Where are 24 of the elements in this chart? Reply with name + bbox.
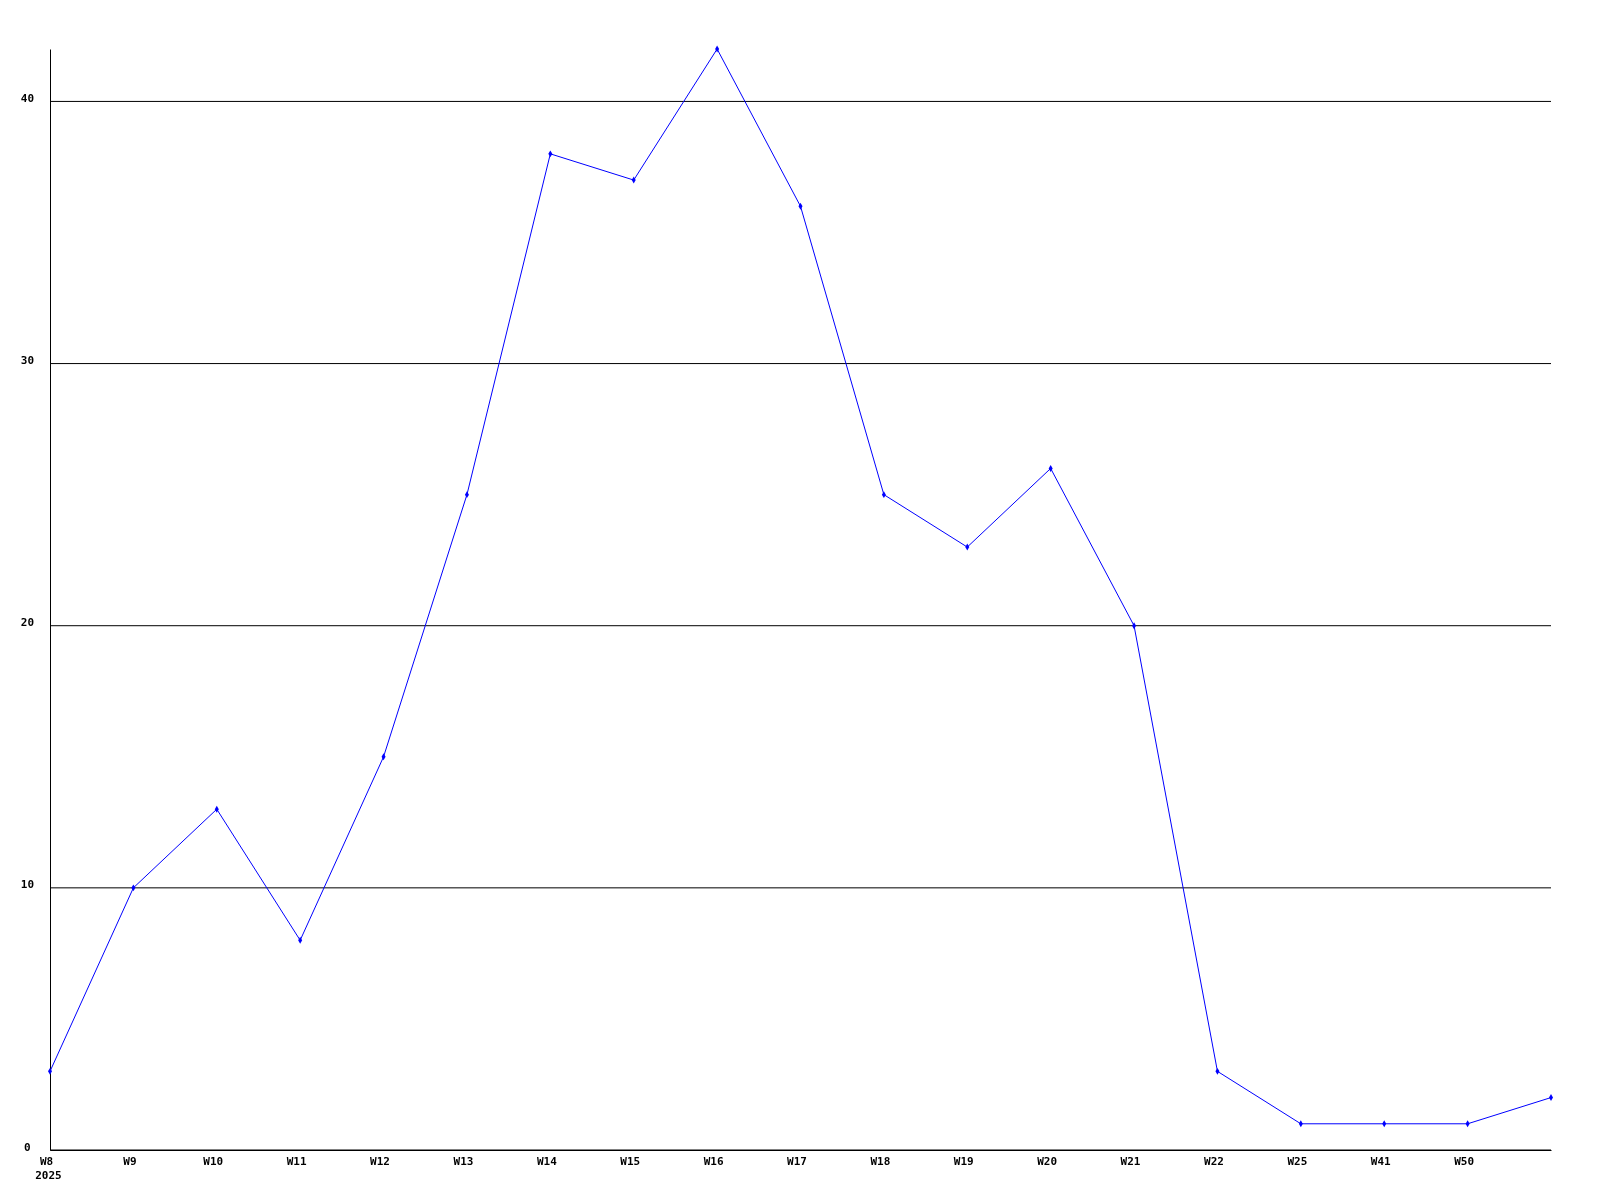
x-tick-label: W14: [536, 1155, 558, 1168]
x-tick-label: W25: [1287, 1155, 1308, 1168]
x-tick-label: W22: [1204, 1155, 1224, 1168]
x-tick-label: W16: [703, 1155, 724, 1168]
x-tick-label: W10: [203, 1155, 224, 1168]
y-tick-label: 20: [20, 616, 35, 630]
x-tick-label: W9: [123, 1155, 137, 1168]
x-tick-label: W8 2025: [35, 1155, 62, 1182]
x-tick-label: W19: [953, 1155, 974, 1168]
x-tick-label: W50: [1454, 1155, 1475, 1168]
x-tick-label: W17: [787, 1155, 807, 1168]
x-tick-label: W20: [1037, 1155, 1058, 1168]
point: [47, 1067, 53, 1075]
y-tick-label: 10: [20, 878, 35, 892]
x-tick-label: W41: [1370, 1155, 1392, 1168]
y-tick-label: 40: [20, 91, 35, 105]
x-tick-label: W15: [620, 1155, 641, 1168]
x-tick-label: W21: [1120, 1155, 1141, 1168]
x-tick-label: W11: [286, 1155, 307, 1168]
x-tick-label: W13: [453, 1155, 474, 1168]
x-tick-label: W12: [370, 1155, 390, 1168]
y-tick-label: 0: [24, 1140, 31, 1154]
y-tick-label: 30: [20, 354, 35, 368]
x-tick-label: W18: [870, 1155, 891, 1168]
